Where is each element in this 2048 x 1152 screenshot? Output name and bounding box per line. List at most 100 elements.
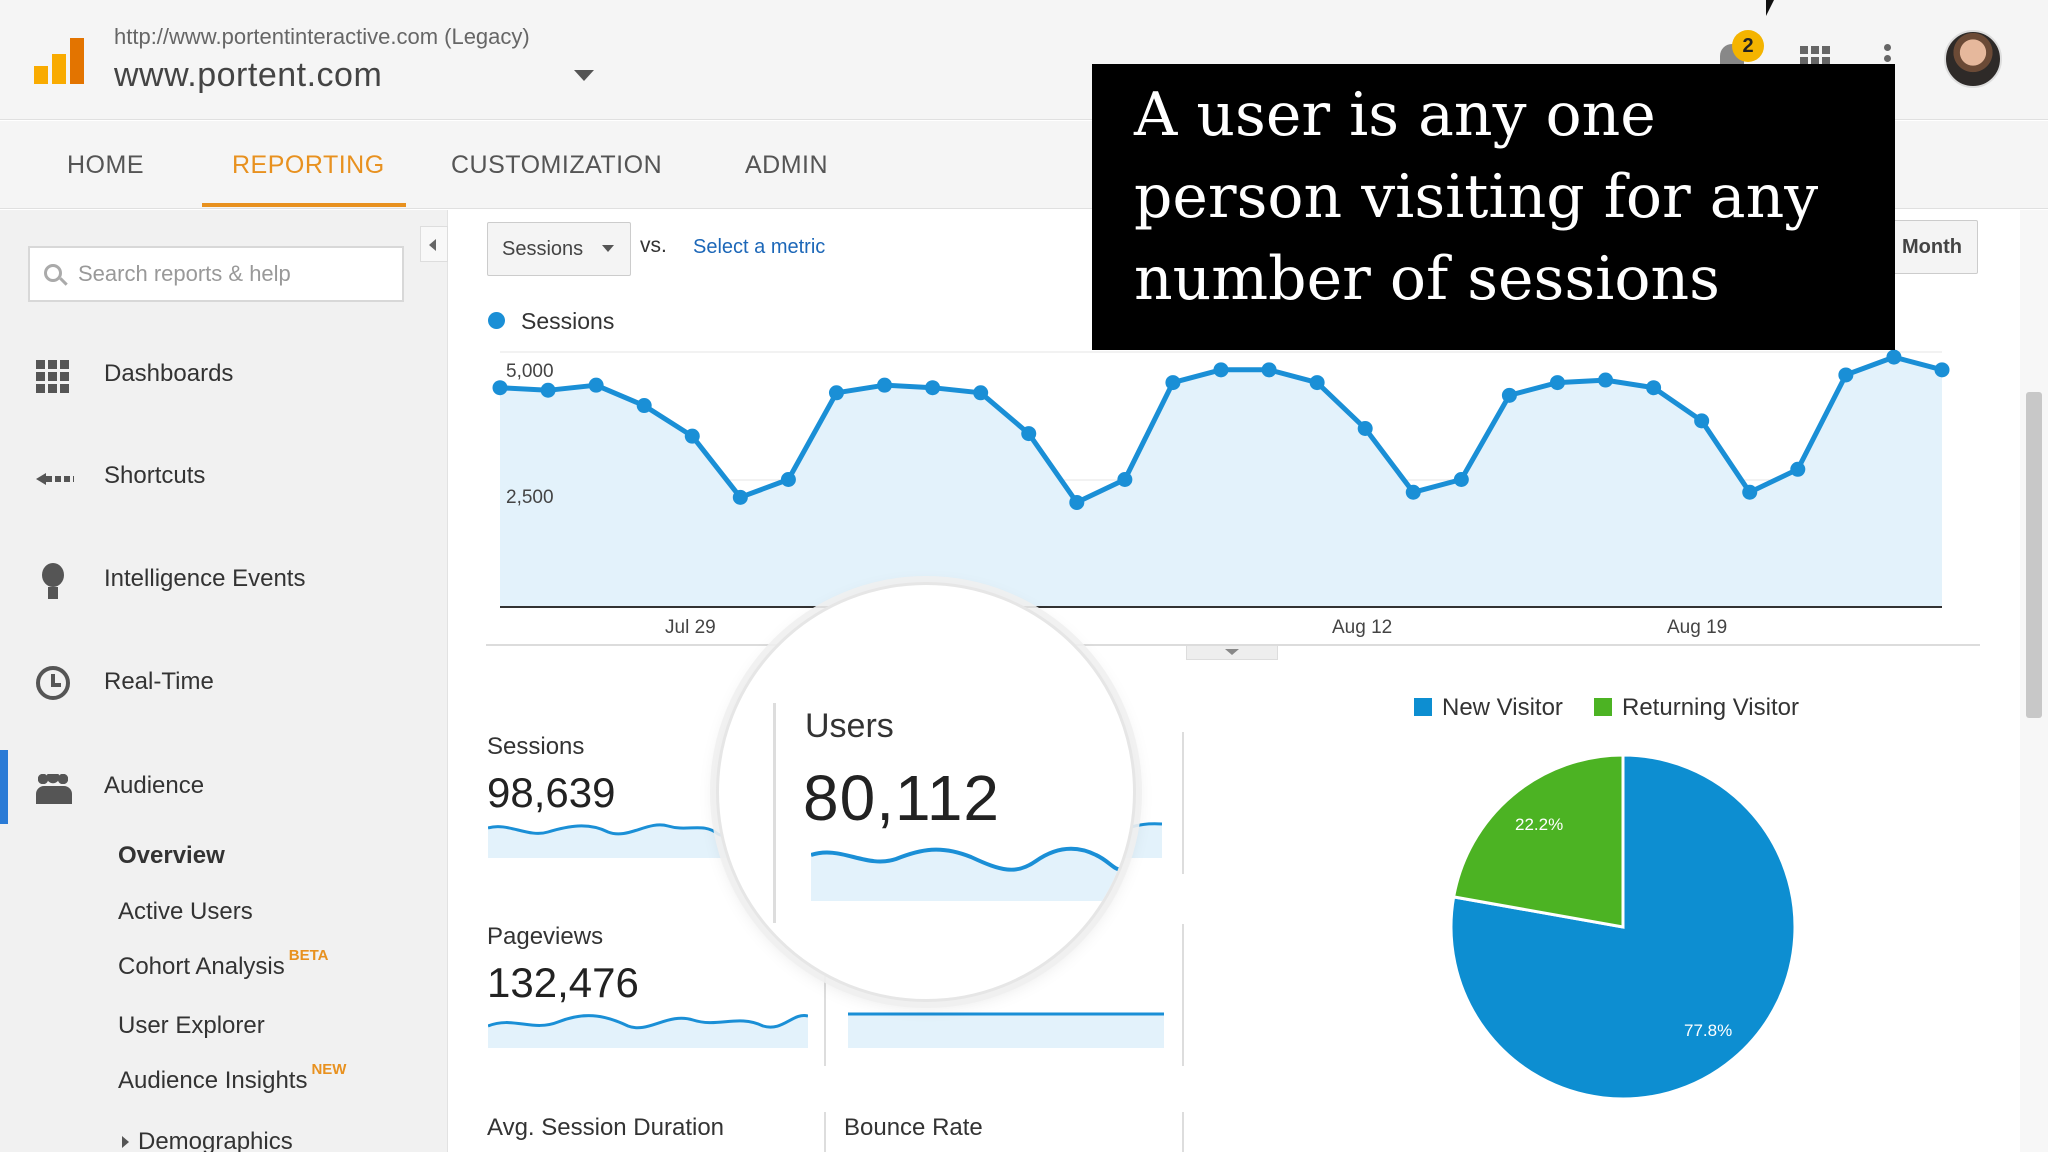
mouse-cursor-icon <box>1766 0 1774 16</box>
users-magnifier: Users 80,112 <box>716 582 1136 1002</box>
shortcut-arrow-icon <box>36 460 74 494</box>
pie-legend-label: New Visitor <box>1442 694 1563 721</box>
sidebar-subitem-cohort-analysis[interactable]: Cohort Analysis BETA <box>118 947 328 981</box>
sidebar-item-label: Intelligence Events <box>104 565 306 592</box>
users-scorecard-label: Users <box>805 707 894 745</box>
sessions-point <box>636 398 652 414</box>
scorecard-divider <box>1182 924 1184 1066</box>
avg-session-duration-label: Avg. Session Duration <box>487 1114 725 1141</box>
search-input[interactable] <box>78 248 398 300</box>
expand-chart-button[interactable] <box>1186 646 1278 660</box>
user-avatar[interactable] <box>1944 30 2002 88</box>
sidebar-item-intelligence-events[interactable]: Intelligence Events <box>0 549 448 609</box>
sessions-point <box>1357 421 1373 436</box>
sessions-point <box>1261 362 1277 378</box>
y-tick-label: 2,500 <box>506 487 554 508</box>
sidebar-item-label: Real-Time <box>104 668 214 695</box>
pageviews-sparkline <box>488 1014 808 1048</box>
sessions-point <box>1934 362 1950 378</box>
sessions-point <box>1309 375 1325 391</box>
sessions-point <box>1069 494 1085 510</box>
property-dropdown-icon[interactable] <box>574 70 594 81</box>
sidebar-item-label: Dashboards <box>104 360 234 387</box>
sidebar-item-label: Audience <box>104 772 205 799</box>
caret-right-icon[interactable] <box>122 1136 129 1148</box>
lightbulb-icon <box>36 563 70 599</box>
pageviews-scorecard-label: Pageviews <box>487 923 604 950</box>
chart-legend-label: Sessions <box>521 308 615 334</box>
sidebar-subitem-overview[interactable]: Overview <box>118 842 225 869</box>
pie-legend-new-visitor: New Visitor <box>1414 694 1563 722</box>
sessions-point <box>1165 375 1181 391</box>
notification-badge: 2 <box>1732 30 1764 62</box>
sidebar-item-real-time[interactable]: Real-Time <box>0 652 448 712</box>
sidebar-item-label: Shortcuts <box>104 462 206 489</box>
bounce-sparkline <box>848 1012 1164 1048</box>
people-icon <box>36 770 72 804</box>
sessions-legend-dot <box>488 312 505 329</box>
pie-slice-new-visitor <box>1449 753 1797 1101</box>
x-tick-label: Aug 12 <box>1332 617 1392 638</box>
scrollbar-thumb[interactable] <box>2026 392 2042 718</box>
select-metric-link[interactable]: Select a metric <box>693 236 826 258</box>
sidebar-subitem-audience-insights[interactable]: Audience Insights NEW <box>118 1061 346 1095</box>
collapse-sidebar-button[interactable] <box>420 226 448 262</box>
sessions-point <box>925 380 941 396</box>
sessions-line-chart: 5,000 2,500 Jul 29 Aug 12 Aug 19 <box>486 349 1980 646</box>
metric-select-value: Sessions <box>502 238 584 260</box>
sidebar-subitem-demographics[interactable]: Demographics <box>138 1128 293 1152</box>
legend-swatch <box>1414 698 1432 716</box>
sessions-point <box>828 385 844 401</box>
tab-home[interactable]: HOME <box>67 151 144 179</box>
sessions-point <box>780 472 796 487</box>
pie-legend-label: Returning Visitor <box>1622 694 1799 721</box>
sidebar-item-shortcuts[interactable]: Shortcuts <box>0 446 448 506</box>
property-name[interactable]: www.portent.com <box>114 56 383 94</box>
sessions-point <box>1646 380 1662 396</box>
analytics-logo-icon[interactable] <box>34 36 84 86</box>
sessions-point <box>1742 484 1758 500</box>
bounce-rate-label: Bounce Rate <box>844 1114 983 1141</box>
visitor-type-pie-chart: 22.2% 77.8% <box>1449 753 1797 1101</box>
sessions-point <box>1117 472 1133 487</box>
scorecard-divider <box>773 703 776 923</box>
sessions-point <box>1501 387 1517 403</box>
x-tick-label: Jul 29 <box>665 617 716 638</box>
month-button[interactable]: Month <box>1886 220 1978 274</box>
users-sparkline <box>811 846 1121 901</box>
pie-slice-label: 77.8% <box>1684 1021 1732 1040</box>
sessions-scorecard-label: Sessions <box>487 733 585 760</box>
search-box[interactable] <box>28 246 404 302</box>
scorecard-divider <box>1182 1112 1184 1152</box>
search-icon <box>44 264 62 282</box>
sessions-point <box>1886 349 1902 365</box>
sidebar-subitem-user-explorer[interactable]: User Explorer <box>118 1012 265 1039</box>
sidebar-subitem-active-users[interactable]: Active Users <box>118 898 253 925</box>
users-scorecard-value: 80,112 <box>803 762 1000 834</box>
sessions-point <box>1694 413 1710 429</box>
sessions-point <box>1213 362 1229 378</box>
pie-legend-returning-visitor: Returning Visitor <box>1594 694 1799 722</box>
sessions-point <box>973 385 989 401</box>
sidebar-item-dashboards[interactable]: Dashboards <box>0 344 448 404</box>
sessions-point <box>588 377 604 393</box>
sessions-point <box>1790 461 1806 477</box>
tab-reporting[interactable]: REPORTING <box>232 151 385 179</box>
sessions-point <box>1405 484 1421 500</box>
sidebar-subitem-label: Cohort Analysis <box>118 953 285 980</box>
metric-select[interactable]: Sessions <box>487 222 631 276</box>
scorecard-divider <box>1182 732 1184 874</box>
tab-admin[interactable]: ADMIN <box>745 151 829 179</box>
active-section-indicator <box>0 750 8 824</box>
scorecard-divider <box>824 924 826 1066</box>
y-tick-label: 5,000 <box>506 361 554 382</box>
property-url: http://www.portentinteractive.com (Legac… <box>114 24 530 49</box>
sidebar-item-audience[interactable]: Audience <box>0 756 448 816</box>
tab-customization[interactable]: CUSTOMIZATION <box>451 151 663 179</box>
sessions-scorecard-value: 98,639 <box>487 769 616 816</box>
pie-slice-label: 22.2% <box>1515 815 1563 834</box>
pie-slice-returning-visitor <box>1451 753 1625 929</box>
app-header: http://www.portentinteractive.com (Legac… <box>0 0 2048 120</box>
sessions-point <box>732 489 748 505</box>
vs-label: vs. <box>640 234 667 257</box>
